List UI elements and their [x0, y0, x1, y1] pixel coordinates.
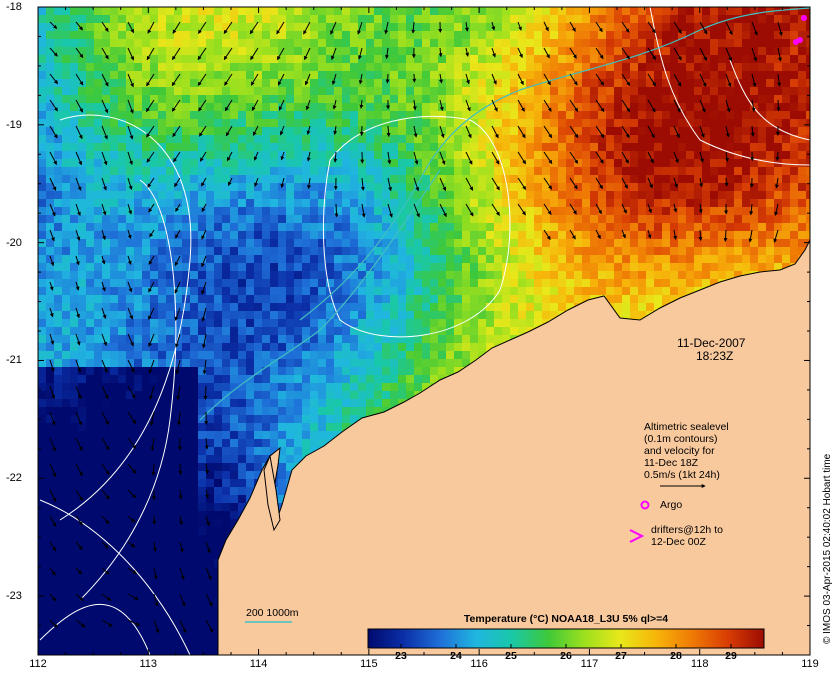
drifter-legend-symbol [629, 529, 645, 543]
credit-text: © IMOS 03-Apr-2015 02:40:02 Hobart time [822, 453, 833, 644]
y-tick-label: -19 [6, 118, 22, 131]
drifters-legend-label: 12-Dec 00Z [651, 536, 706, 548]
colorbar-tick-label: 27 [615, 650, 627, 662]
peninsula [263, 454, 281, 532]
sealevel-contours [39, 7, 810, 655]
x-tick-label: 114 [249, 658, 268, 670]
image-time: 18:23Z [696, 349, 734, 363]
colorbar-tick-label: 25 [505, 650, 517, 662]
colorbar-tick-label: 23 [395, 650, 407, 662]
colorbar [367, 628, 765, 649]
x-tick-label: 116 [470, 658, 488, 670]
x-tick-label: 118 [690, 658, 709, 670]
drifters-legend-label: drifters@12h to [651, 524, 723, 536]
altimetry-line: 0.5m/s (1kt 24h) [644, 469, 720, 481]
x-tick-label: 113 [139, 658, 158, 670]
colorbar-tick-label: 28 [670, 650, 682, 662]
y-tick-label: -20 [6, 236, 22, 249]
altimetry-line: and velocity for [644, 445, 715, 457]
altimetry-line: Altimetric sealevel [644, 421, 729, 433]
isobath-lines [199, 7, 810, 421]
argo-floats [793, 15, 807, 45]
colorbar-tick-label: 26 [560, 650, 572, 662]
argo-legend-symbol [640, 500, 650, 510]
land-mass [217, 239, 810, 655]
x-tick-label: 119 [801, 658, 819, 670]
isobath-legend-label: 200 1000m [246, 607, 299, 619]
y-tick-label: -21 [6, 354, 22, 367]
y-tick-label: -23 [6, 590, 22, 603]
altimetry-line: 11-Dec 18Z [644, 457, 699, 469]
altimetry-line: (0.1m contours) [644, 433, 718, 445]
y-tick-label: -18 [6, 1, 22, 13]
argo-legend-label: Argo [660, 499, 683, 511]
colorbar-tick-label: 29 [725, 650, 737, 662]
axis-ticks [37, 6, 811, 656]
velocity-arrows [49, 21, 783, 634]
y-tick-label: -22 [6, 472, 22, 485]
altimetry-note: Altimetric sealevel (0.1m contours) and … [644, 421, 729, 481]
image-date: 11-Dec-2007 [677, 336, 746, 350]
x-tick-label: 112 [29, 658, 47, 670]
x-tick-label: 117 [580, 658, 599, 670]
x-tick-label: 115 [360, 658, 378, 670]
colorbar-tick-label: 24 [450, 650, 462, 662]
colorbar-title: Temperature (°C) NOAA18_L3U 5% ql>=4 [463, 613, 669, 625]
